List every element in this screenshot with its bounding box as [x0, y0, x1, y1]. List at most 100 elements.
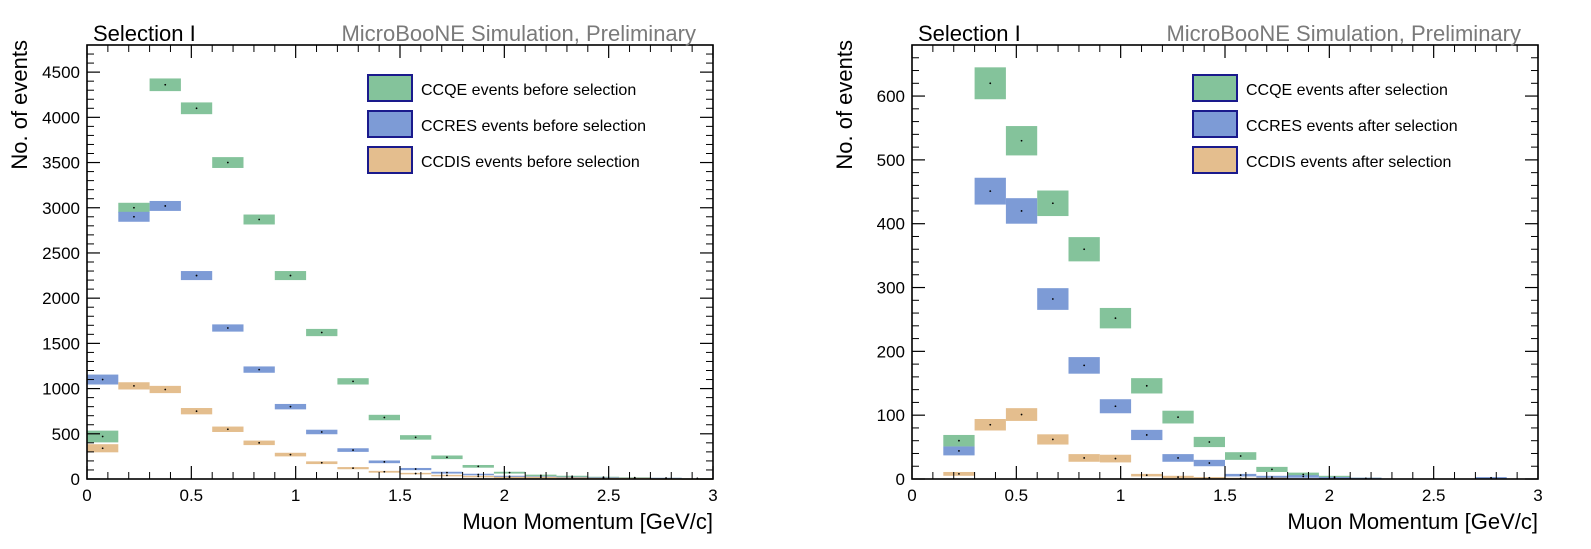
data-point [1020, 413, 1023, 416]
data-point [101, 447, 104, 450]
data-point [289, 405, 292, 408]
data-point [1083, 364, 1086, 367]
data-point [1145, 384, 1148, 387]
data-point [508, 476, 511, 479]
y-tick-label: 400 [877, 215, 905, 234]
legend-label: CCDIS events after selection [1246, 154, 1451, 171]
data-point [352, 380, 354, 383]
data-point [508, 471, 511, 474]
header-selection: Selection I [918, 21, 1021, 46]
data-point [1302, 473, 1305, 476]
data-point [1051, 298, 1054, 300]
data-point [446, 474, 448, 477]
data-point [477, 465, 480, 468]
legend-swatch [367, 110, 413, 138]
y-tick-label: 3500 [42, 154, 80, 173]
data-point [101, 435, 104, 438]
data-point [101, 378, 104, 381]
y-tick-label: 0 [71, 470, 80, 489]
data-point [1083, 457, 1086, 459]
data-point [414, 436, 417, 439]
data-point [1208, 462, 1211, 464]
data-point [539, 476, 542, 479]
data-point [1020, 139, 1023, 142]
data-point [320, 331, 323, 334]
data-point [320, 461, 323, 464]
data-point [1051, 438, 1054, 441]
x-tick-label: 2.5 [597, 486, 621, 505]
x-tick-label: 0 [82, 486, 91, 505]
data-point [195, 274, 198, 277]
x-tick-label: 0.5 [1005, 486, 1029, 505]
header-simulation: MicroBooNE Simulation, Preliminary [1166, 21, 1521, 46]
data-point [383, 470, 386, 473]
data-point [989, 82, 992, 85]
y-tick-label: 600 [877, 87, 905, 106]
data-point [133, 384, 135, 387]
y-tick-label: 500 [877, 151, 905, 170]
legend-label: CCRES events before selection [421, 118, 646, 135]
legend-label: CCDIS events before selection [421, 154, 640, 171]
legend-swatch [367, 74, 413, 102]
legend-label: CCQE events after selection [1246, 82, 1448, 99]
y-tick-label: 1000 [42, 380, 80, 399]
data-point [1208, 476, 1211, 479]
data-point [258, 441, 261, 444]
x-tick-label: 0.5 [180, 486, 204, 505]
data-point [226, 327, 229, 329]
data-point [571, 476, 574, 479]
legend-label: CCQE events before selection [421, 82, 636, 99]
data-point [1302, 475, 1305, 478]
data-point [383, 416, 386, 419]
legend: CCQE events after selection CCRES events … [1192, 74, 1458, 174]
data-point [989, 423, 992, 426]
series-ccdis-events-after-selection [943, 408, 1288, 480]
data-point [414, 468, 417, 470]
header-simulation: MicroBooNE Simulation, Preliminary [341, 21, 696, 46]
y-tick-label: 0 [896, 470, 905, 489]
legend: CCQE events before selection CCRES events… [367, 74, 646, 174]
series-ccdis-events-before-selection [87, 382, 713, 480]
data-point [289, 453, 292, 456]
x-tick-label: 1 [291, 486, 300, 505]
data-point [446, 456, 448, 459]
data-point [1271, 468, 1273, 471]
y-tick-label: 200 [877, 342, 905, 361]
chart-1: 0 0.5 1 1.5 2 2.5 3 0 500 1000 1500 2000 2500 3000 350… [7, 21, 718, 534]
x-axis-label: Muon Momentum [GeV/c] [462, 509, 713, 534]
data-point [477, 473, 480, 476]
y-tick-label: 100 [877, 406, 905, 425]
data-point [539, 474, 542, 477]
x-tick-label: 1.5 [1213, 486, 1237, 505]
y-tick-label: 4500 [42, 63, 80, 82]
legend-swatch [1192, 146, 1238, 174]
x-tick-label: 0 [907, 486, 916, 505]
legend-swatch [367, 146, 413, 174]
data-point [1145, 474, 1148, 477]
x-tick-label: 2 [500, 486, 509, 505]
y-axis-label: No. of events [7, 40, 32, 170]
data-point [958, 472, 960, 475]
data-point [1239, 474, 1242, 477]
chart-2: 0 0.5 1 1.5 2 2.5 3 0 100 200 300 400 500 600 Muon Mom… [832, 21, 1543, 534]
data-point [352, 449, 354, 451]
header-selection: Selection I [93, 21, 196, 46]
data-point [164, 205, 167, 207]
x-tick-label: 3 [708, 486, 717, 505]
legend-swatch [1192, 110, 1238, 138]
data-point [1145, 434, 1148, 436]
data-point [1020, 210, 1023, 212]
data-point [1490, 476, 1492, 479]
data-point [289, 274, 292, 277]
data-point [226, 428, 229, 431]
data-point [258, 218, 261, 221]
data-point [1177, 457, 1179, 459]
series-ccqe-events-before-selection [87, 78, 713, 480]
data-point [320, 431, 323, 433]
y-tick-label: 2500 [42, 244, 80, 263]
data-point [446, 471, 448, 474]
data-point [226, 161, 229, 164]
data-point [133, 206, 135, 209]
data-point [258, 368, 261, 371]
